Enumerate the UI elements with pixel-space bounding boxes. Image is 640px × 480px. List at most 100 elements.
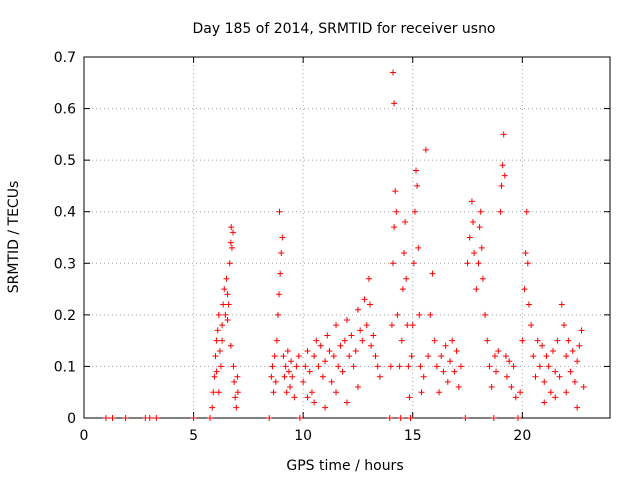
- data-point: [315, 363, 322, 370]
- data-point: [283, 389, 290, 396]
- data-point: [368, 342, 375, 349]
- data-point: [213, 368, 220, 375]
- data-point: [476, 224, 483, 231]
- data-point: [510, 363, 517, 370]
- data-point: [300, 378, 307, 385]
- data-point: [442, 342, 449, 349]
- data-point: [284, 347, 291, 354]
- data-point: [524, 260, 531, 267]
- data-point: [560, 322, 567, 329]
- data-point: [429, 270, 436, 277]
- data-point: [372, 353, 379, 360]
- data-point: [339, 368, 346, 375]
- data-point: [216, 347, 223, 354]
- data-point: [406, 394, 413, 401]
- data-point: [478, 244, 485, 251]
- data-point: [404, 322, 411, 329]
- data-point: [580, 384, 587, 391]
- data-point: [269, 363, 276, 370]
- data-point: [282, 363, 289, 370]
- data-point: [386, 415, 393, 421]
- data-point: [344, 399, 350, 406]
- data-point: [534, 337, 541, 344]
- data-point: [102, 415, 109, 421]
- data-point: [493, 368, 500, 375]
- data-point: [122, 415, 129, 421]
- x-tick-label: 0: [80, 428, 89, 444]
- data-point: [288, 358, 295, 365]
- data-point: [390, 260, 397, 267]
- data-point: [550, 347, 557, 354]
- data-point: [146, 415, 153, 421]
- data-point: [328, 378, 335, 385]
- y-tick-label: 0.1: [54, 359, 76, 375]
- data-point: [400, 249, 407, 256]
- data-point: [416, 311, 423, 318]
- data-point: [556, 373, 563, 380]
- data-point: [296, 415, 303, 421]
- data-point: [418, 389, 425, 396]
- data-point: [484, 337, 491, 344]
- data-point: [227, 342, 234, 349]
- data-point: [449, 337, 456, 344]
- data-point: [398, 337, 405, 344]
- data-point: [440, 368, 447, 375]
- data-point: [313, 337, 320, 344]
- data-point: [302, 363, 309, 370]
- data-point: [477, 208, 484, 215]
- data-point: [514, 415, 521, 421]
- data-point: [212, 353, 219, 360]
- y-tick-label: 0.6: [54, 102, 76, 118]
- y-tick-label: 0.5: [54, 153, 76, 169]
- data-point: [475, 260, 482, 267]
- data-point: [280, 353, 287, 360]
- y-tick-label: 0.4: [54, 205, 76, 221]
- data-point: [219, 322, 226, 329]
- data-point: [457, 363, 464, 370]
- data-point: [226, 260, 233, 267]
- data-point: [528, 322, 535, 329]
- data-point: [506, 358, 513, 365]
- data-point: [278, 249, 285, 256]
- data-point: [490, 415, 497, 421]
- data-point: [536, 363, 543, 370]
- data-point: [488, 384, 495, 391]
- data-point: [311, 353, 318, 360]
- data-point: [394, 311, 401, 318]
- data-point: [293, 363, 300, 370]
- data-point: [232, 394, 239, 401]
- data-point: [350, 363, 357, 370]
- data-point: [217, 363, 224, 370]
- data-point: [554, 337, 561, 344]
- plot-area: [83, 56, 611, 419]
- data-point: [498, 182, 505, 189]
- data-point: [311, 399, 318, 406]
- data-point: [271, 353, 278, 360]
- data-point: [402, 219, 409, 226]
- chart-title: Day 185 of 2014, SRMTID for receiver usn…: [192, 21, 495, 37]
- data-point: [410, 260, 417, 267]
- data-point: [279, 234, 286, 241]
- data-point: [411, 208, 418, 215]
- data-point: [497, 208, 504, 215]
- data-point: [438, 353, 445, 360]
- data-point: [408, 353, 415, 360]
- data-point: [295, 353, 302, 360]
- data-point: [466, 234, 473, 241]
- data-point: [501, 172, 508, 179]
- data-point: [407, 415, 414, 421]
- x-axis-label: GPS time / hours: [286, 458, 403, 474]
- data-point: [462, 415, 469, 421]
- data-point: [276, 208, 283, 215]
- data-point: [207, 415, 214, 421]
- data-point: [365, 275, 372, 282]
- data-point: [374, 363, 381, 370]
- data-point: [453, 347, 460, 354]
- data-point: [225, 301, 232, 308]
- data-point: [210, 389, 217, 396]
- data-point: [391, 224, 398, 231]
- data-point: [499, 162, 506, 169]
- data-point: [190, 415, 197, 421]
- y-tick-label: 0.2: [54, 308, 76, 324]
- data-point: [337, 342, 344, 349]
